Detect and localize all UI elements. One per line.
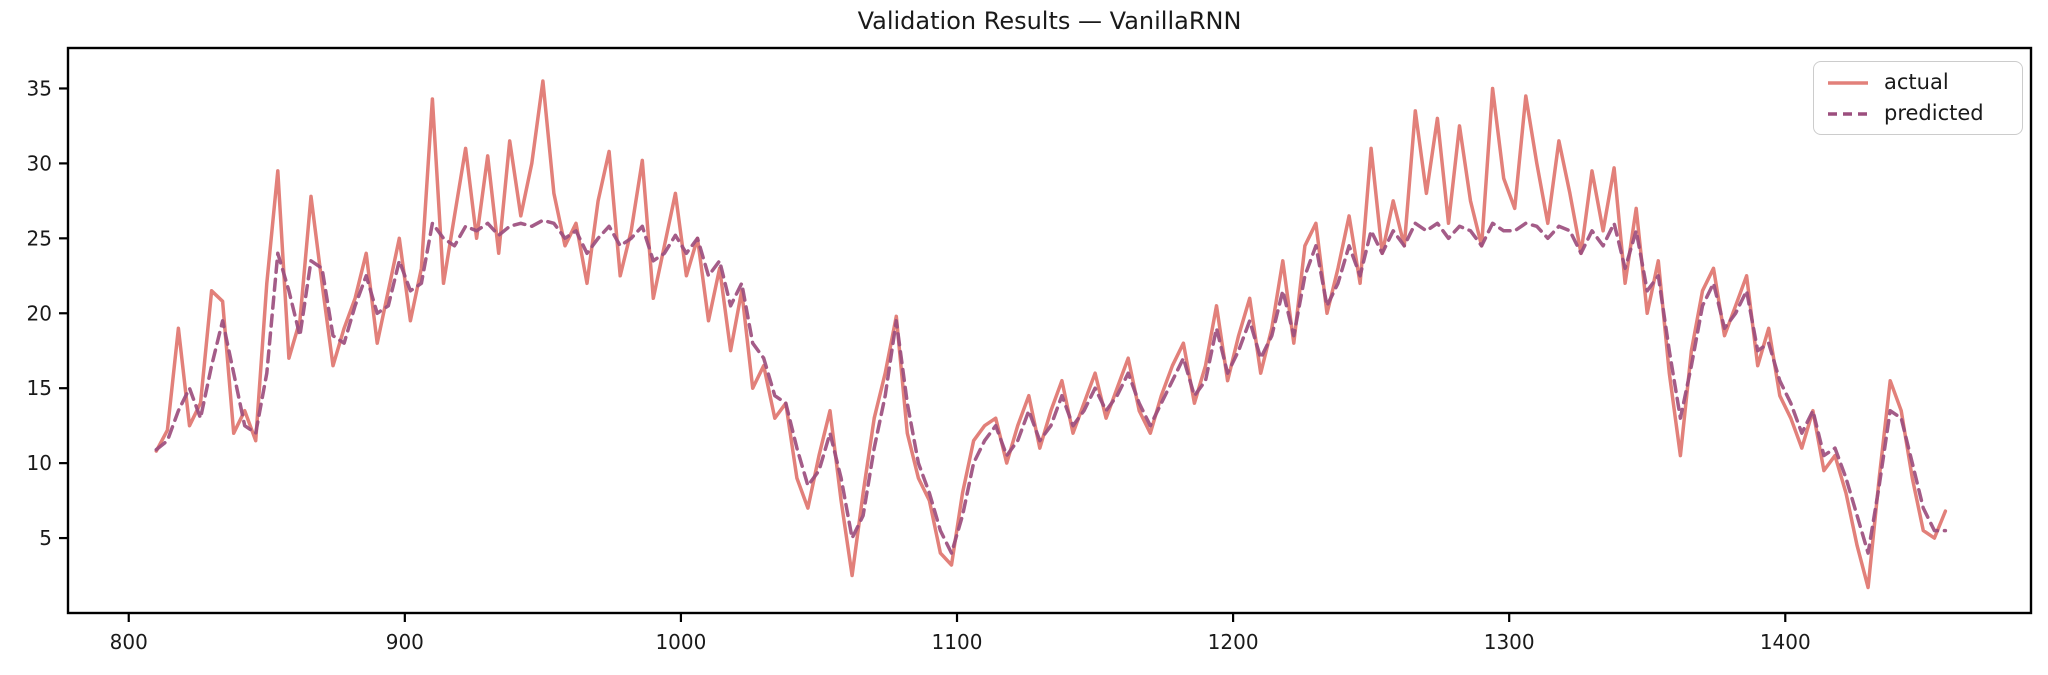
x-tick-label: 900 (386, 630, 424, 654)
x-tick-label: 1200 (1208, 630, 1259, 654)
x-tick-label: 1000 (655, 630, 706, 654)
legend-item-predicted: predicted (1826, 103, 2008, 124)
legend-line-predicted-icon (1828, 111, 1868, 116)
y-tick-label: 30 (27, 151, 52, 175)
y-tick-label: 20 (27, 301, 52, 325)
x-tick-label: 800 (110, 630, 148, 654)
legend-item-actual: actual (1826, 72, 2008, 93)
y-tick-label: 5 (39, 526, 52, 550)
legend: actual predicted (1813, 61, 2023, 135)
series-line-actual (154, 79, 1948, 590)
series-line-predicted (154, 218, 1948, 555)
y-tick-label: 10 (27, 451, 52, 475)
x-tick-label: 1400 (1760, 630, 1811, 654)
x-tick-label: 1300 (1484, 630, 1535, 654)
y-tick-label: 15 (27, 376, 52, 400)
legend-line-actual-icon (1828, 80, 1868, 85)
legend-label-predicted: predicted (1884, 101, 1984, 125)
y-tick-label: 35 (27, 76, 52, 100)
axes-frame (66, 46, 2033, 615)
y-tick-label: 25 (27, 226, 52, 250)
legend-label-actual: actual (1884, 70, 1949, 94)
chart-title: Validation Results — VanillaRNN (857, 7, 1242, 35)
x-tick-label: 1100 (932, 630, 983, 654)
